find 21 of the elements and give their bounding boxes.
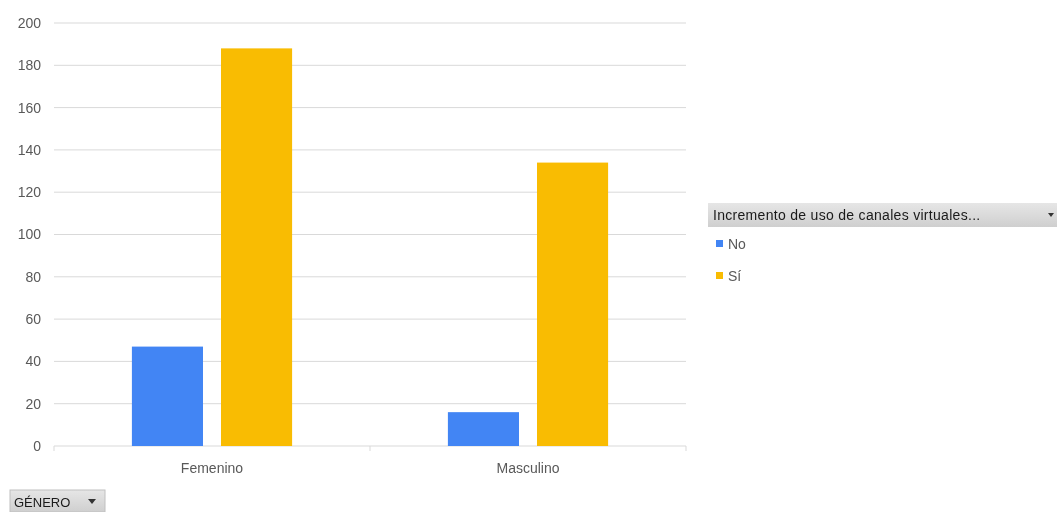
legend-title: Incremento de uso de canales virtuales... <box>713 207 981 223</box>
y-tick-label: 200 <box>17 14 42 31</box>
y-tick-label: 20 <box>25 395 42 412</box>
y-tick-label: 180 <box>17 57 42 74</box>
y-tick-label: 80 <box>25 268 42 285</box>
bar <box>131 346 203 446</box>
y-tick-label: 0 <box>33 437 42 454</box>
y-tick-label: 60 <box>25 311 42 327</box>
y-tick-label: 160 <box>17 99 42 116</box>
bar <box>221 48 293 446</box>
y-tick-label: 140 <box>17 141 42 158</box>
bar <box>537 162 609 446</box>
x-tick-label: Femenino <box>180 460 244 476</box>
x-axis-title: GÉNERO <box>14 495 71 510</box>
x-tick-label: Masculino <box>496 460 560 476</box>
y-tick-label: 120 <box>17 184 42 201</box>
y-tick-label: 100 <box>17 226 42 243</box>
bar <box>447 412 519 446</box>
legend-label: Sí <box>728 268 742 284</box>
legend-label: No <box>728 236 747 252</box>
y-tick-label: 40 <box>25 353 42 370</box>
